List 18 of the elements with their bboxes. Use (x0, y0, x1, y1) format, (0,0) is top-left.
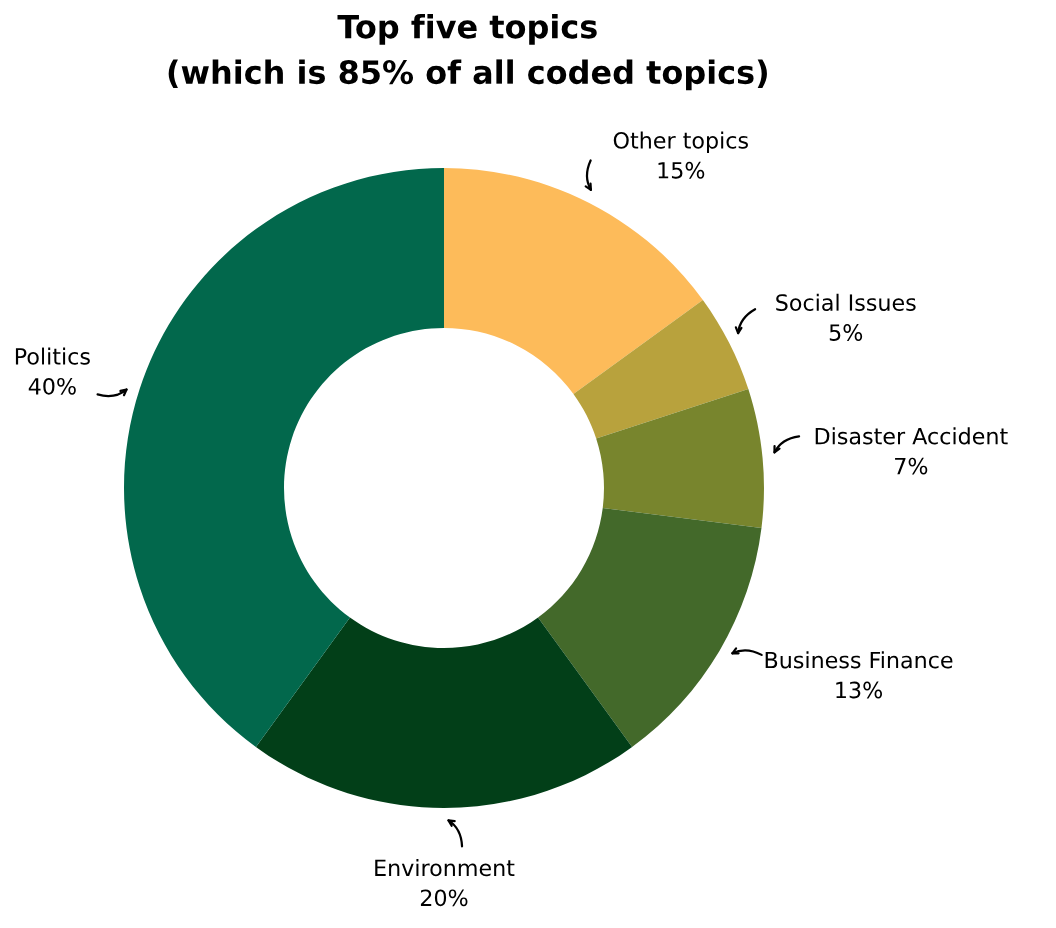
slice-label: Social Issues (776, 293, 916, 311)
donut-slice (538, 508, 762, 747)
donut-slice (124, 168, 444, 747)
data-label: 5% (829, 324, 863, 341)
data-label: 13% (836, 681, 883, 699)
slice-label: Politics (15, 347, 90, 365)
donut-slice (255, 617, 633, 808)
chart-title: Top five topics (which is 85% of all coded topics) (168, 13, 767, 91)
data-label: 15% (658, 161, 705, 179)
donut-slice (573, 299, 749, 439)
slice-label: Disaster Accident (815, 427, 1008, 445)
slice-label: Environment (375, 859, 515, 877)
slice-label: Business Finance (765, 651, 953, 669)
data-label: 40% (28, 377, 76, 395)
data-label: 20% (420, 889, 468, 907)
donut-slice (596, 389, 764, 529)
slice-label: Other topics (613, 131, 748, 154)
data-label: 7% (895, 457, 928, 475)
